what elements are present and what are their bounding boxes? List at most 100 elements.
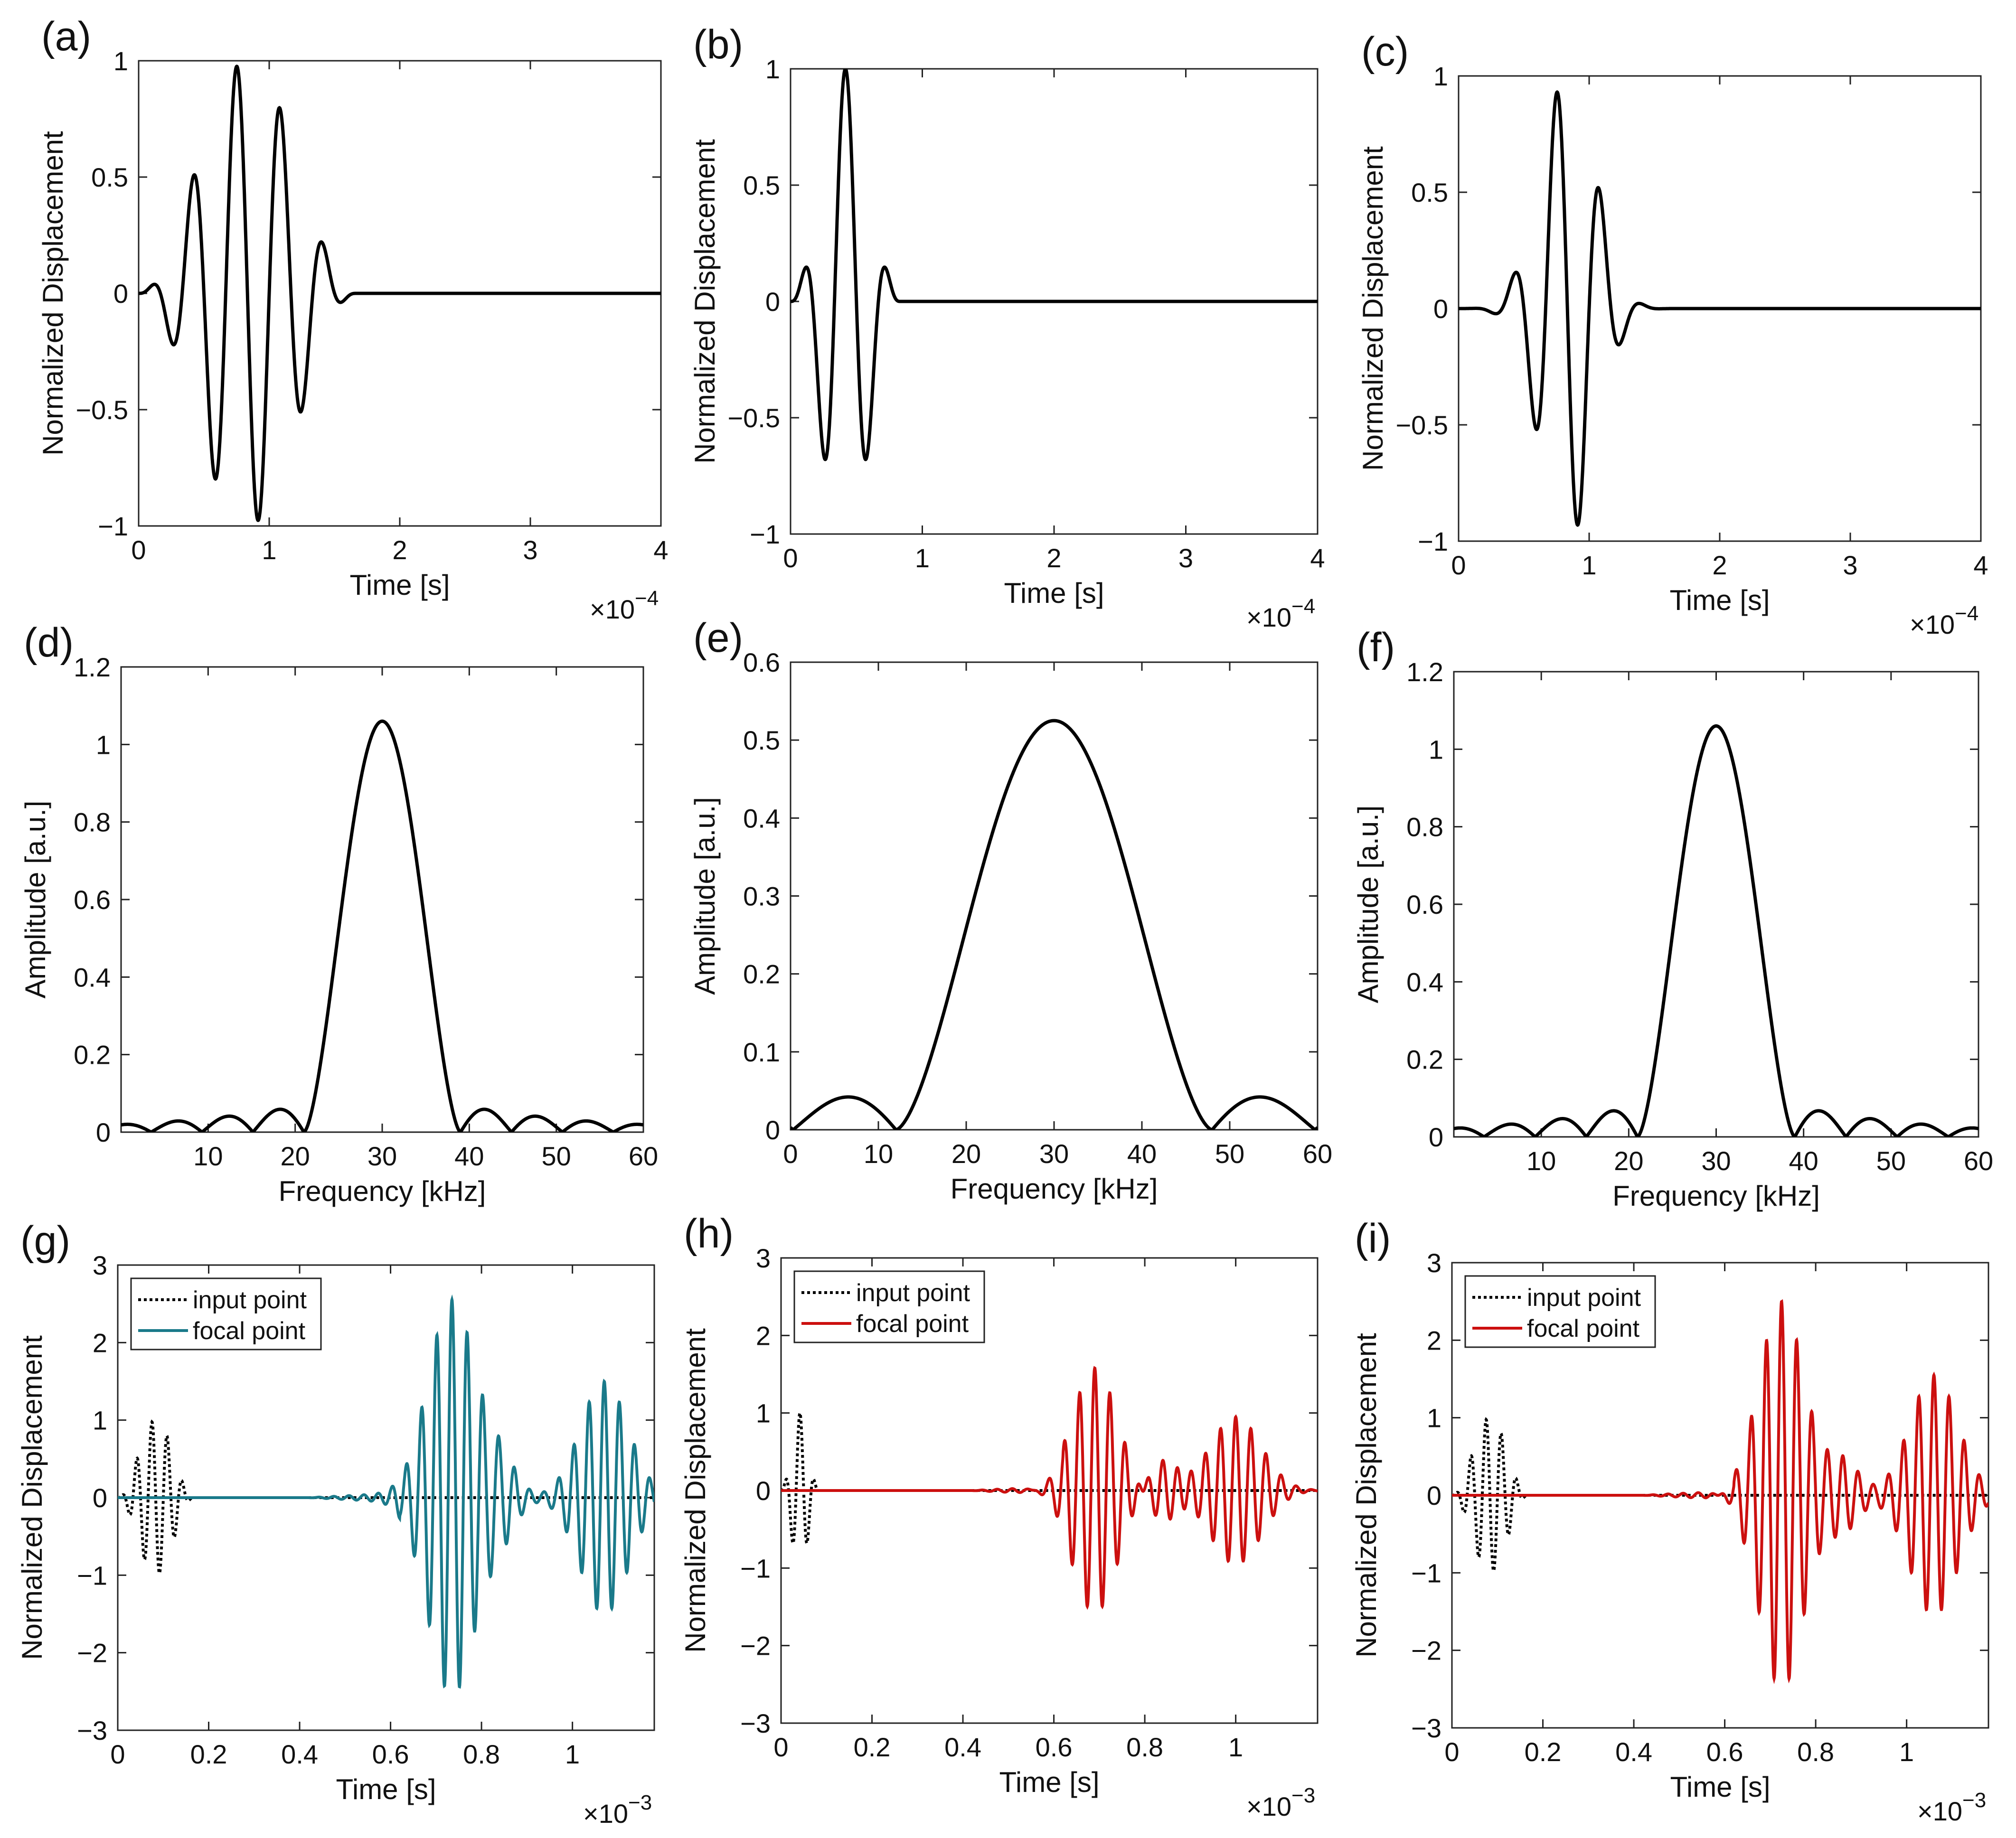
x-tick-label: 0.8 [1126,1732,1163,1762]
x-tick-label: 2 [392,535,407,565]
panel-h: (h) 0 0.2 0.4 0.6 0.8 1 −3 −2 −1 0 1 2 3 Time [s] Norma… [679,1211,1319,1821]
x-tick-label: 1 [1899,1737,1914,1767]
y-axis-label: Normalized Displacement [689,139,721,464]
y-axis-label: Normalized Displacement [16,1335,48,1660]
x-tick-label: 30 [367,1141,397,1171]
y-tick-label: 0 [765,1115,780,1145]
y-tick-label: 1.2 [74,652,111,682]
series-line-focal-point [118,1294,654,1689]
panel-b: (b) 0 1 2 3 4 −1 −0.5 0 0.5 1 Time [s] Normalized Di… [689,22,1325,632]
y-axis-label: Normalized Displacement [37,131,69,456]
y-tick-label: −0.5 [1395,410,1448,440]
y-tick-label: 1 [756,1398,771,1428]
x-tick-label: 10 [1526,1146,1556,1176]
panel-i: (i) 0 0.2 0.4 0.6 0.8 1 −3 −2 −1 0 1 2 3 Time [s] Norma… [1350,1216,1989,1826]
panel-d: (d) 10 20 30 40 50 60 0 0.2 0.4 0.6 0.8 1 1.2 Frequenc… [19,620,658,1207]
series-line-signal [139,64,661,523]
panel-label-h: (h) [684,1211,734,1257]
y-tick-label: −1 [740,1553,771,1583]
legend-entry: input point [193,1286,307,1314]
x-exponent: ×10−3 [1246,1784,1315,1821]
x-tick-label: 4 [1973,550,1988,580]
x-tick-label: 1 [1228,1732,1243,1762]
series-line-focal-point [1452,1299,1988,1684]
x-tick-label: 60 [1303,1139,1332,1169]
legend-box [1464,1275,1656,1348]
panel-a: (a) 0 1 2 3 4 −1 −0.5 0 0.5 1 Time [s] Normalized Di… [37,14,669,624]
x-axis-label: Time [s] [1004,577,1104,609]
x-tick-label: 3 [523,535,537,565]
y-tick-label: −1 [1411,1558,1441,1588]
y-tick-label: −1 [77,1560,107,1590]
x-tick-label: 60 [1964,1146,1993,1176]
y-tick-label: −0.5 [727,403,780,433]
panel-label-i: (i) [1355,1216,1391,1261]
x-exponent: ×10−4 [1910,602,1978,639]
y-tick-label: 3 [93,1250,107,1280]
legend-entry: focal point [193,1317,306,1345]
panel-f: (f) 10 20 30 40 50 60 0 0.2 0.4 0.6 0.8 1 1.2 Frequenc… [1352,625,1993,1212]
x-tick-label: 0.4 [281,1739,318,1769]
panel-label-b: (b) [693,22,743,67]
x-tick-label: 0.6 [1036,1732,1073,1762]
x-tick-label: 50 [542,1141,571,1171]
y-tick-label: 1 [93,1406,107,1435]
y-tick-label: −2 [1411,1636,1441,1666]
y-axis-label: Amplitude [a.u.] [19,801,51,999]
series-line-spectrum [121,719,643,1132]
y-tick-label: 0.6 [1406,890,1443,919]
panel-label-c: (c) [1361,29,1409,75]
x-tick-label: 40 [454,1141,484,1171]
y-tick-label: 0.5 [743,170,780,200]
y-tick-label: 1 [1433,61,1448,91]
y-tick-label: 0.2 [1406,1045,1443,1075]
x-tick-label: 2 [1712,550,1727,580]
x-axis-label: Frequency [kHz] [1612,1180,1820,1212]
x-tick-label: 3 [1843,550,1857,580]
y-tick-label: 0.5 [743,725,780,755]
panel-label-f: (f) [1357,625,1395,670]
x-exponent: ×10−4 [590,587,659,624]
y-tick-label: 1 [113,46,128,76]
x-tick-label: 3 [1178,543,1193,573]
y-tick-label: 2 [1427,1325,1441,1355]
x-tick-label: 0.8 [1797,1737,1834,1767]
legend-box [793,1270,985,1343]
x-tick-label: 10 [864,1139,893,1169]
y-axis-label: Amplitude [a.u.] [689,797,721,995]
x-tick-label: 20 [1614,1146,1643,1176]
series-line-spectrum [791,719,1318,1130]
x-tick-label: 4 [653,535,668,565]
y-tick-label: 0.4 [743,803,780,833]
y-tick-label: −2 [77,1638,107,1668]
x-tick-label: 50 [1215,1139,1244,1169]
y-tick-label: −2 [740,1631,771,1661]
x-tick-label: 0.6 [372,1739,409,1769]
y-tick-label: −1 [98,511,128,541]
series-line-focal-point [781,1366,1318,1610]
y-tick-label: 1 [1429,734,1443,764]
series-line-signal [1459,90,1981,527]
axes-box [1453,671,1979,1138]
x-axis-label: Frequency [kHz] [279,1175,486,1207]
x-tick-label: 40 [1127,1139,1157,1169]
y-tick-label: 2 [93,1328,107,1358]
y-tick-label: 0 [96,1117,111,1147]
y-tick-label: 0.4 [74,962,111,992]
y-axis-label: Amplitude [a.u.] [1352,806,1384,1003]
x-tick-label: 1 [565,1739,580,1769]
x-tick-label: 0.4 [944,1732,981,1762]
y-tick-label: −3 [1411,1713,1441,1743]
x-exponent: ×10−4 [1246,595,1315,632]
y-tick-label: 0.8 [1406,812,1443,842]
y-tick-label: 3 [756,1243,771,1273]
x-tick-label: 0 [783,543,798,573]
y-tick-label: 0.5 [91,162,128,192]
x-tick-label: 0 [110,1739,125,1769]
y-tick-label: 0 [1429,1122,1443,1152]
x-tick-label: 0.8 [463,1739,500,1769]
x-tick-label: 2 [1046,543,1061,573]
y-tick-label: 0 [1433,294,1448,324]
y-tick-label: 2 [756,1321,771,1350]
x-axis-label: Time [s] [1669,584,1770,616]
